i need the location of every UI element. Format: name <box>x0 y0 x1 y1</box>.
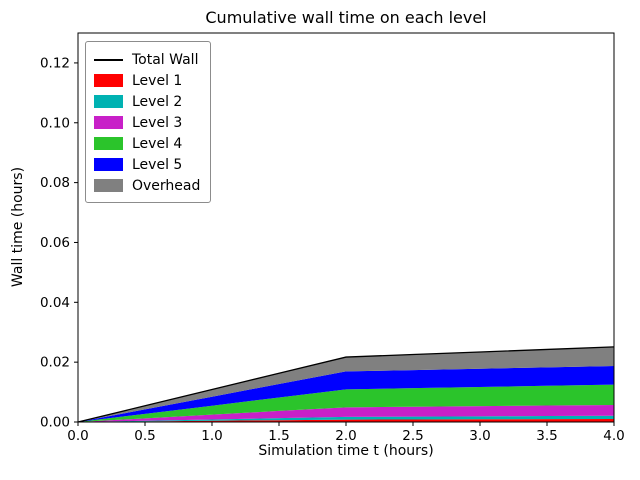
legend-line <box>94 58 123 61</box>
legend-label: Total Wall <box>132 51 199 68</box>
area-level-4 <box>78 384 614 422</box>
x-tick-label: 2.5 <box>402 428 423 444</box>
legend-color-swatch <box>94 158 123 171</box>
legend: Total Wall Level 1 Level 2 Level 3 Level 4 Le… <box>85 41 212 203</box>
x-tick-label: 0.5 <box>134 428 155 444</box>
legend-label: Level 3 <box>132 114 183 131</box>
y-tick-label: 0.10 <box>40 115 70 131</box>
legend-item-overhead: Overhead <box>94 175 200 196</box>
legend-item-level-5: Level 5 <box>94 154 200 175</box>
y-tick-label: 0.06 <box>40 235 70 251</box>
legend-color-swatch <box>94 137 123 150</box>
y-tick-label: 0.04 <box>40 295 70 311</box>
x-tick-label: 1.5 <box>268 428 289 444</box>
x-tick-label: 1.0 <box>201 428 222 444</box>
area-level-3 <box>78 404 614 422</box>
x-tick-label: 0.0 <box>67 428 88 444</box>
legend-label: Level 5 <box>132 156 183 173</box>
legend-color-swatch <box>94 74 123 87</box>
legend-label: Level 2 <box>132 93 183 110</box>
legend-label: Level 1 <box>132 72 183 89</box>
legend-item-level-2: Level 2 <box>94 91 200 112</box>
area-level-5 <box>78 366 614 422</box>
legend-item-total-wall: Total Wall <box>94 49 200 70</box>
x-axis-label: Simulation time t (hours) <box>258 443 434 459</box>
legend-item-level-4: Level 4 <box>94 133 200 154</box>
legend-label: Overhead <box>132 177 201 194</box>
x-tick-label: 2.0 <box>335 428 356 444</box>
legend-label: Level 4 <box>132 135 183 152</box>
chart-title: Cumulative wall time on each level <box>205 8 487 27</box>
y-tick-label: 0.12 <box>40 55 70 71</box>
area-level-1 <box>78 419 614 422</box>
legend-color-swatch <box>94 95 123 108</box>
y-tick-label: 0.02 <box>40 355 70 371</box>
y-axis-label: Wall time (hours) <box>10 166 26 288</box>
area-level-2 <box>78 415 614 422</box>
legend-line-swatch <box>94 53 123 66</box>
y-tick-label: 0.00 <box>40 415 70 431</box>
x-tick-label: 4.0 <box>603 428 624 444</box>
y-tick-label: 0.08 <box>40 175 70 191</box>
x-tick-label: 3.0 <box>469 428 490 444</box>
legend-item-level-3: Level 3 <box>94 112 200 133</box>
total-wall-line <box>77 346 615 423</box>
area-overhead <box>78 346 614 422</box>
legend-color-swatch <box>94 179 123 192</box>
legend-color-swatch <box>94 116 123 129</box>
legend-item-level-1: Level 1 <box>94 70 200 91</box>
x-tick-label: 3.5 <box>536 428 557 444</box>
